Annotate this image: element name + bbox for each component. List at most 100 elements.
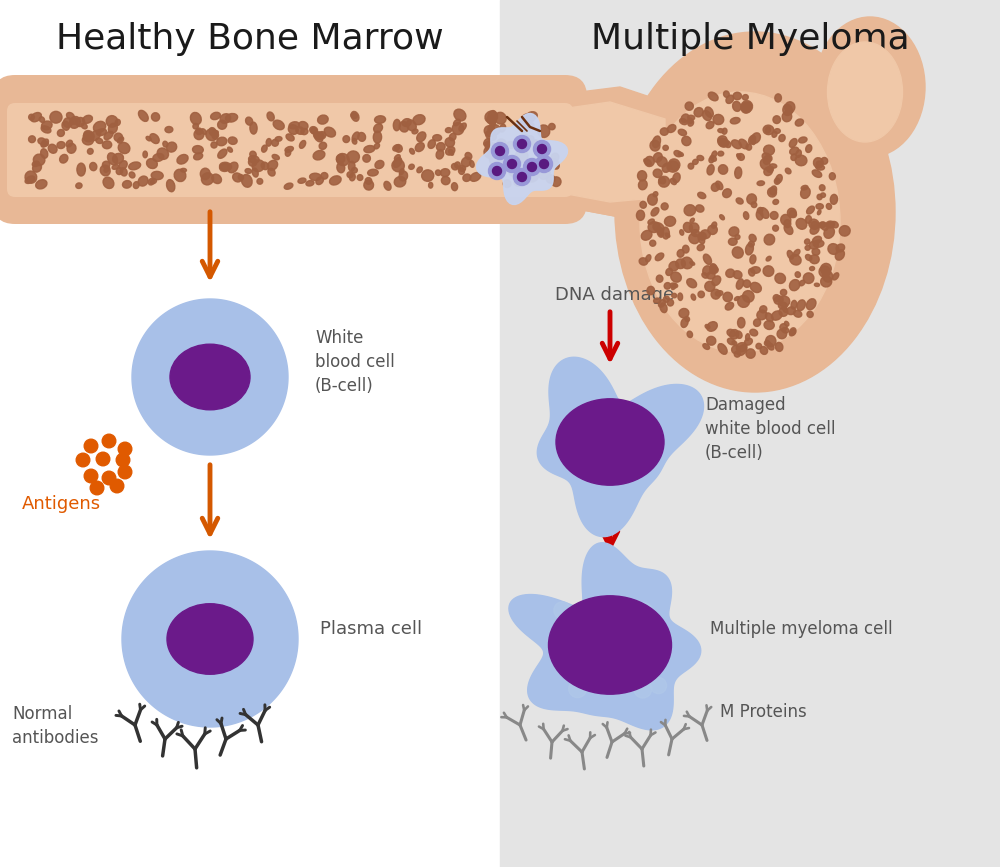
Ellipse shape <box>770 164 777 168</box>
Ellipse shape <box>775 273 785 284</box>
Ellipse shape <box>750 283 761 292</box>
Ellipse shape <box>754 319 761 327</box>
Ellipse shape <box>487 143 499 154</box>
Ellipse shape <box>751 202 757 207</box>
Ellipse shape <box>364 180 374 190</box>
Ellipse shape <box>114 134 122 141</box>
Ellipse shape <box>106 115 118 127</box>
Ellipse shape <box>57 141 65 148</box>
Ellipse shape <box>487 115 496 124</box>
Ellipse shape <box>193 123 198 129</box>
Ellipse shape <box>673 173 680 183</box>
Ellipse shape <box>764 145 774 155</box>
Ellipse shape <box>486 131 496 140</box>
Ellipse shape <box>708 92 718 101</box>
Ellipse shape <box>193 146 203 153</box>
Bar <box>500 0 1000 867</box>
Ellipse shape <box>767 342 774 350</box>
Ellipse shape <box>809 219 819 230</box>
Ellipse shape <box>685 102 693 110</box>
Ellipse shape <box>787 108 793 114</box>
Ellipse shape <box>820 222 828 231</box>
Ellipse shape <box>36 179 47 189</box>
Ellipse shape <box>796 218 807 229</box>
Ellipse shape <box>678 153 683 156</box>
Circle shape <box>110 479 124 492</box>
Ellipse shape <box>749 234 756 242</box>
Ellipse shape <box>782 328 789 333</box>
Ellipse shape <box>212 174 221 184</box>
Ellipse shape <box>102 140 112 149</box>
Ellipse shape <box>436 150 444 159</box>
Ellipse shape <box>651 207 659 216</box>
Ellipse shape <box>659 177 666 184</box>
Text: Plasma cell: Plasma cell <box>320 620 422 638</box>
Ellipse shape <box>707 322 717 331</box>
Ellipse shape <box>250 122 257 134</box>
Circle shape <box>594 642 616 664</box>
Ellipse shape <box>730 329 739 339</box>
Ellipse shape <box>756 211 763 220</box>
Ellipse shape <box>821 264 831 274</box>
Ellipse shape <box>670 179 676 185</box>
Ellipse shape <box>102 161 110 168</box>
Ellipse shape <box>410 148 414 154</box>
Ellipse shape <box>311 127 317 134</box>
Ellipse shape <box>314 132 324 140</box>
Ellipse shape <box>435 170 441 175</box>
Ellipse shape <box>365 178 372 185</box>
Ellipse shape <box>129 172 135 178</box>
Ellipse shape <box>212 131 219 139</box>
Polygon shape <box>476 114 568 205</box>
Ellipse shape <box>118 142 130 153</box>
Ellipse shape <box>539 168 550 179</box>
Ellipse shape <box>652 136 661 147</box>
Ellipse shape <box>38 138 46 145</box>
Ellipse shape <box>743 280 751 287</box>
Ellipse shape <box>211 142 217 148</box>
Ellipse shape <box>765 313 773 322</box>
Circle shape <box>118 466 132 479</box>
Ellipse shape <box>722 128 727 134</box>
Ellipse shape <box>167 142 177 152</box>
Ellipse shape <box>805 239 810 244</box>
Ellipse shape <box>795 155 807 166</box>
Ellipse shape <box>776 174 782 183</box>
Ellipse shape <box>318 132 326 139</box>
Ellipse shape <box>288 125 298 134</box>
Ellipse shape <box>455 162 460 168</box>
Ellipse shape <box>146 136 151 140</box>
Ellipse shape <box>823 271 833 282</box>
Ellipse shape <box>90 162 97 171</box>
Ellipse shape <box>393 158 402 167</box>
Ellipse shape <box>826 204 832 209</box>
Ellipse shape <box>196 128 202 134</box>
Ellipse shape <box>459 123 466 131</box>
Ellipse shape <box>104 166 110 173</box>
Polygon shape <box>509 543 701 730</box>
Ellipse shape <box>814 284 820 286</box>
Ellipse shape <box>691 230 699 237</box>
Ellipse shape <box>779 308 788 316</box>
Ellipse shape <box>683 222 692 232</box>
Circle shape <box>504 155 520 173</box>
Ellipse shape <box>681 114 689 122</box>
Text: Antigens: Antigens <box>22 495 101 513</box>
Ellipse shape <box>163 141 168 147</box>
Circle shape <box>620 637 640 658</box>
Ellipse shape <box>394 154 400 160</box>
Ellipse shape <box>551 153 559 161</box>
Circle shape <box>514 135 530 153</box>
Ellipse shape <box>267 112 274 121</box>
Ellipse shape <box>822 271 828 275</box>
Ellipse shape <box>657 227 663 238</box>
Polygon shape <box>540 87 680 217</box>
Circle shape <box>536 155 552 173</box>
Ellipse shape <box>104 131 113 140</box>
Ellipse shape <box>806 299 816 310</box>
Ellipse shape <box>535 158 545 167</box>
Ellipse shape <box>726 269 735 277</box>
Ellipse shape <box>664 283 671 290</box>
Ellipse shape <box>640 92 840 352</box>
Ellipse shape <box>667 125 676 133</box>
